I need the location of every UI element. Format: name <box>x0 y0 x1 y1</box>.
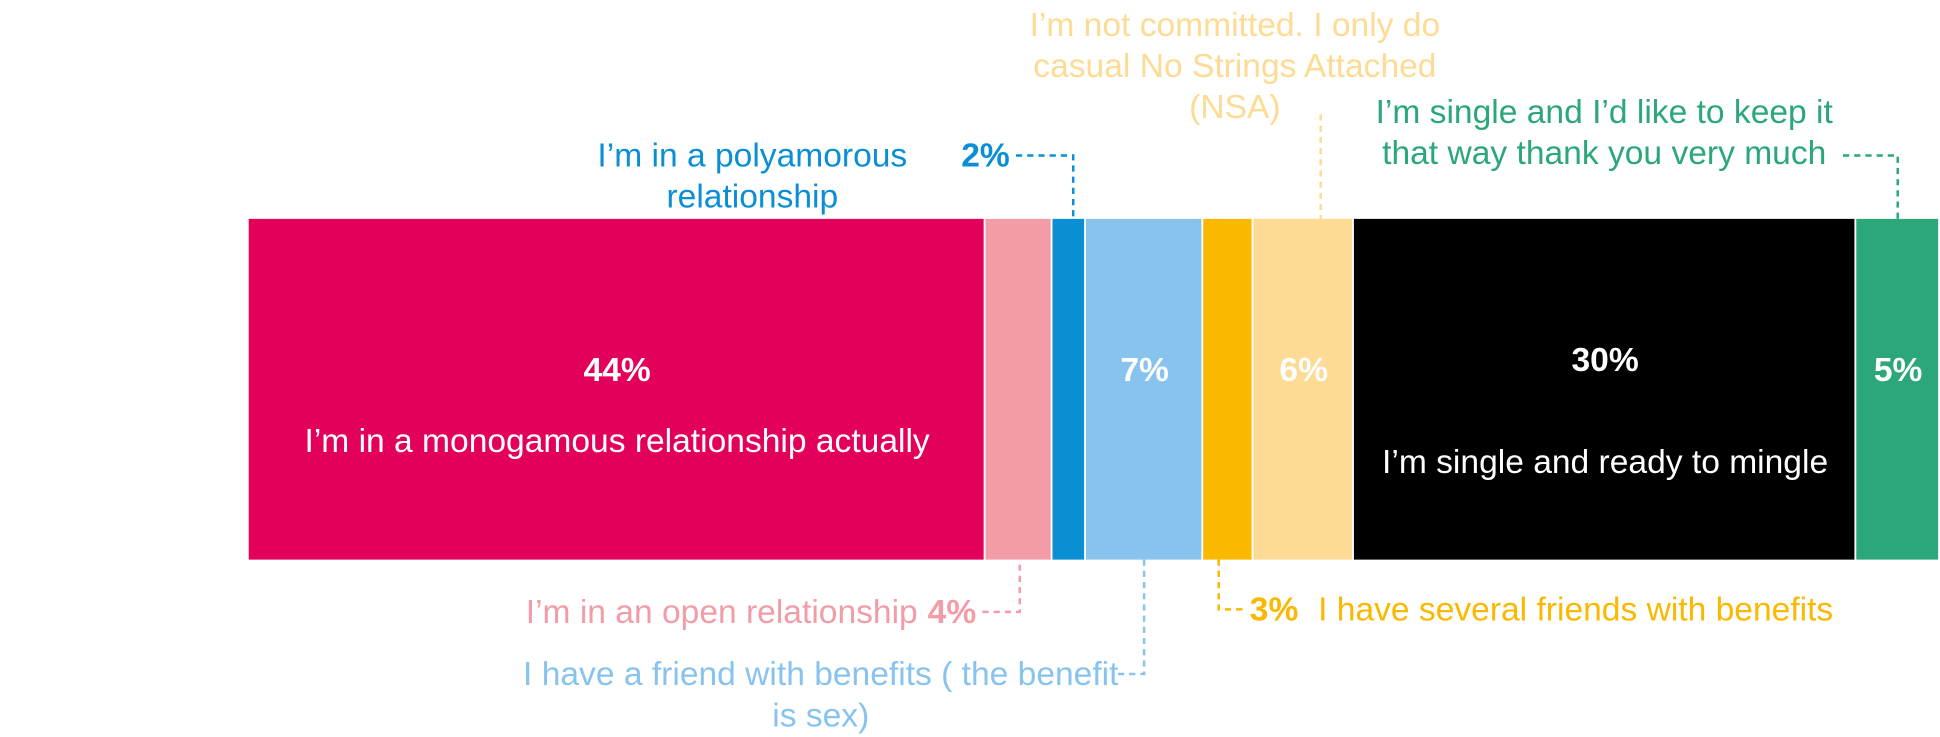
segment-name: I have several friends with benefits <box>1318 590 1834 629</box>
value-label: 30% <box>1571 341 1639 379</box>
segment-label: I’m single and I’d like to keep it that … <box>1356 92 1853 174</box>
segment-label: I’m not committed. I only do casual No S… <box>986 5 1483 128</box>
bar-segment <box>1052 218 1085 560</box>
segment-label: I’m single and ready to mingle <box>1382 443 1829 481</box>
value-label: 6% <box>1279 351 1328 389</box>
leader-line <box>982 559 1021 614</box>
value-label: 3% <box>1249 590 1299 629</box>
bar-segment <box>1253 218 1353 560</box>
segment-name: I’m not committed. I only do casual No S… <box>1029 6 1441 126</box>
leader-line <box>1117 559 1146 676</box>
segment-label: I’m in a monogamous relationship actuall… <box>304 422 930 460</box>
bar-segment <box>985 218 1051 560</box>
segment-label: I have a friend with benefits ( the bene… <box>516 654 1125 736</box>
segment-label: I’m in a polyamorous relationship 2% <box>553 136 1009 218</box>
leader-line <box>1016 154 1075 219</box>
value-label: 2% <box>961 136 1010 175</box>
value-label: 4% <box>927 593 977 631</box>
segment-name: I’m in an open relationship <box>525 593 918 631</box>
segment-name: I’m in a polyamorous relationship <box>597 136 908 216</box>
segment-name: I have a friend with benefits ( the bene… <box>523 655 1119 734</box>
bar-segment <box>1203 218 1252 560</box>
value-label: 7% <box>1120 351 1169 389</box>
segment-label: 3% I have several friends with benefits <box>1250 589 1843 630</box>
segment-name: I’m single and I’d like to keep it that … <box>1375 93 1833 172</box>
leader-line <box>1217 559 1244 611</box>
value-label: 44% <box>583 351 651 389</box>
bar-segment <box>1353 218 1855 560</box>
bar-segment <box>1085 218 1202 560</box>
value-label: 5% <box>1873 351 1923 389</box>
bar-segment <box>1856 218 1939 560</box>
bar-segment <box>248 218 984 560</box>
segment-label: I’m in an open relationship 4% <box>526 592 976 633</box>
